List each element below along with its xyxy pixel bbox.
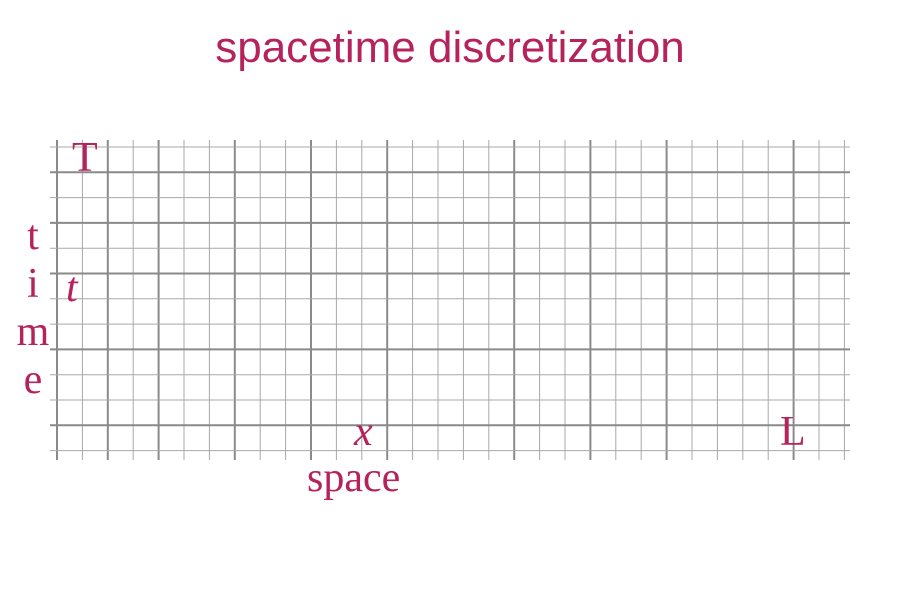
label-domain-length: L (780, 409, 806, 455)
time-letter-e: e (23, 357, 43, 403)
time-letter-t: t (27, 213, 39, 259)
time-axis-label: t i m e (8, 212, 58, 404)
time-letter-m: m (16, 309, 50, 355)
time-letter-i: i (27, 261, 39, 307)
label-time-point: t (66, 265, 78, 311)
label-space-point: x (354, 409, 373, 455)
label-final-time: T (72, 135, 98, 181)
space-axis-label: space (307, 455, 401, 501)
diagram-title: spacetime discretization (215, 23, 685, 72)
